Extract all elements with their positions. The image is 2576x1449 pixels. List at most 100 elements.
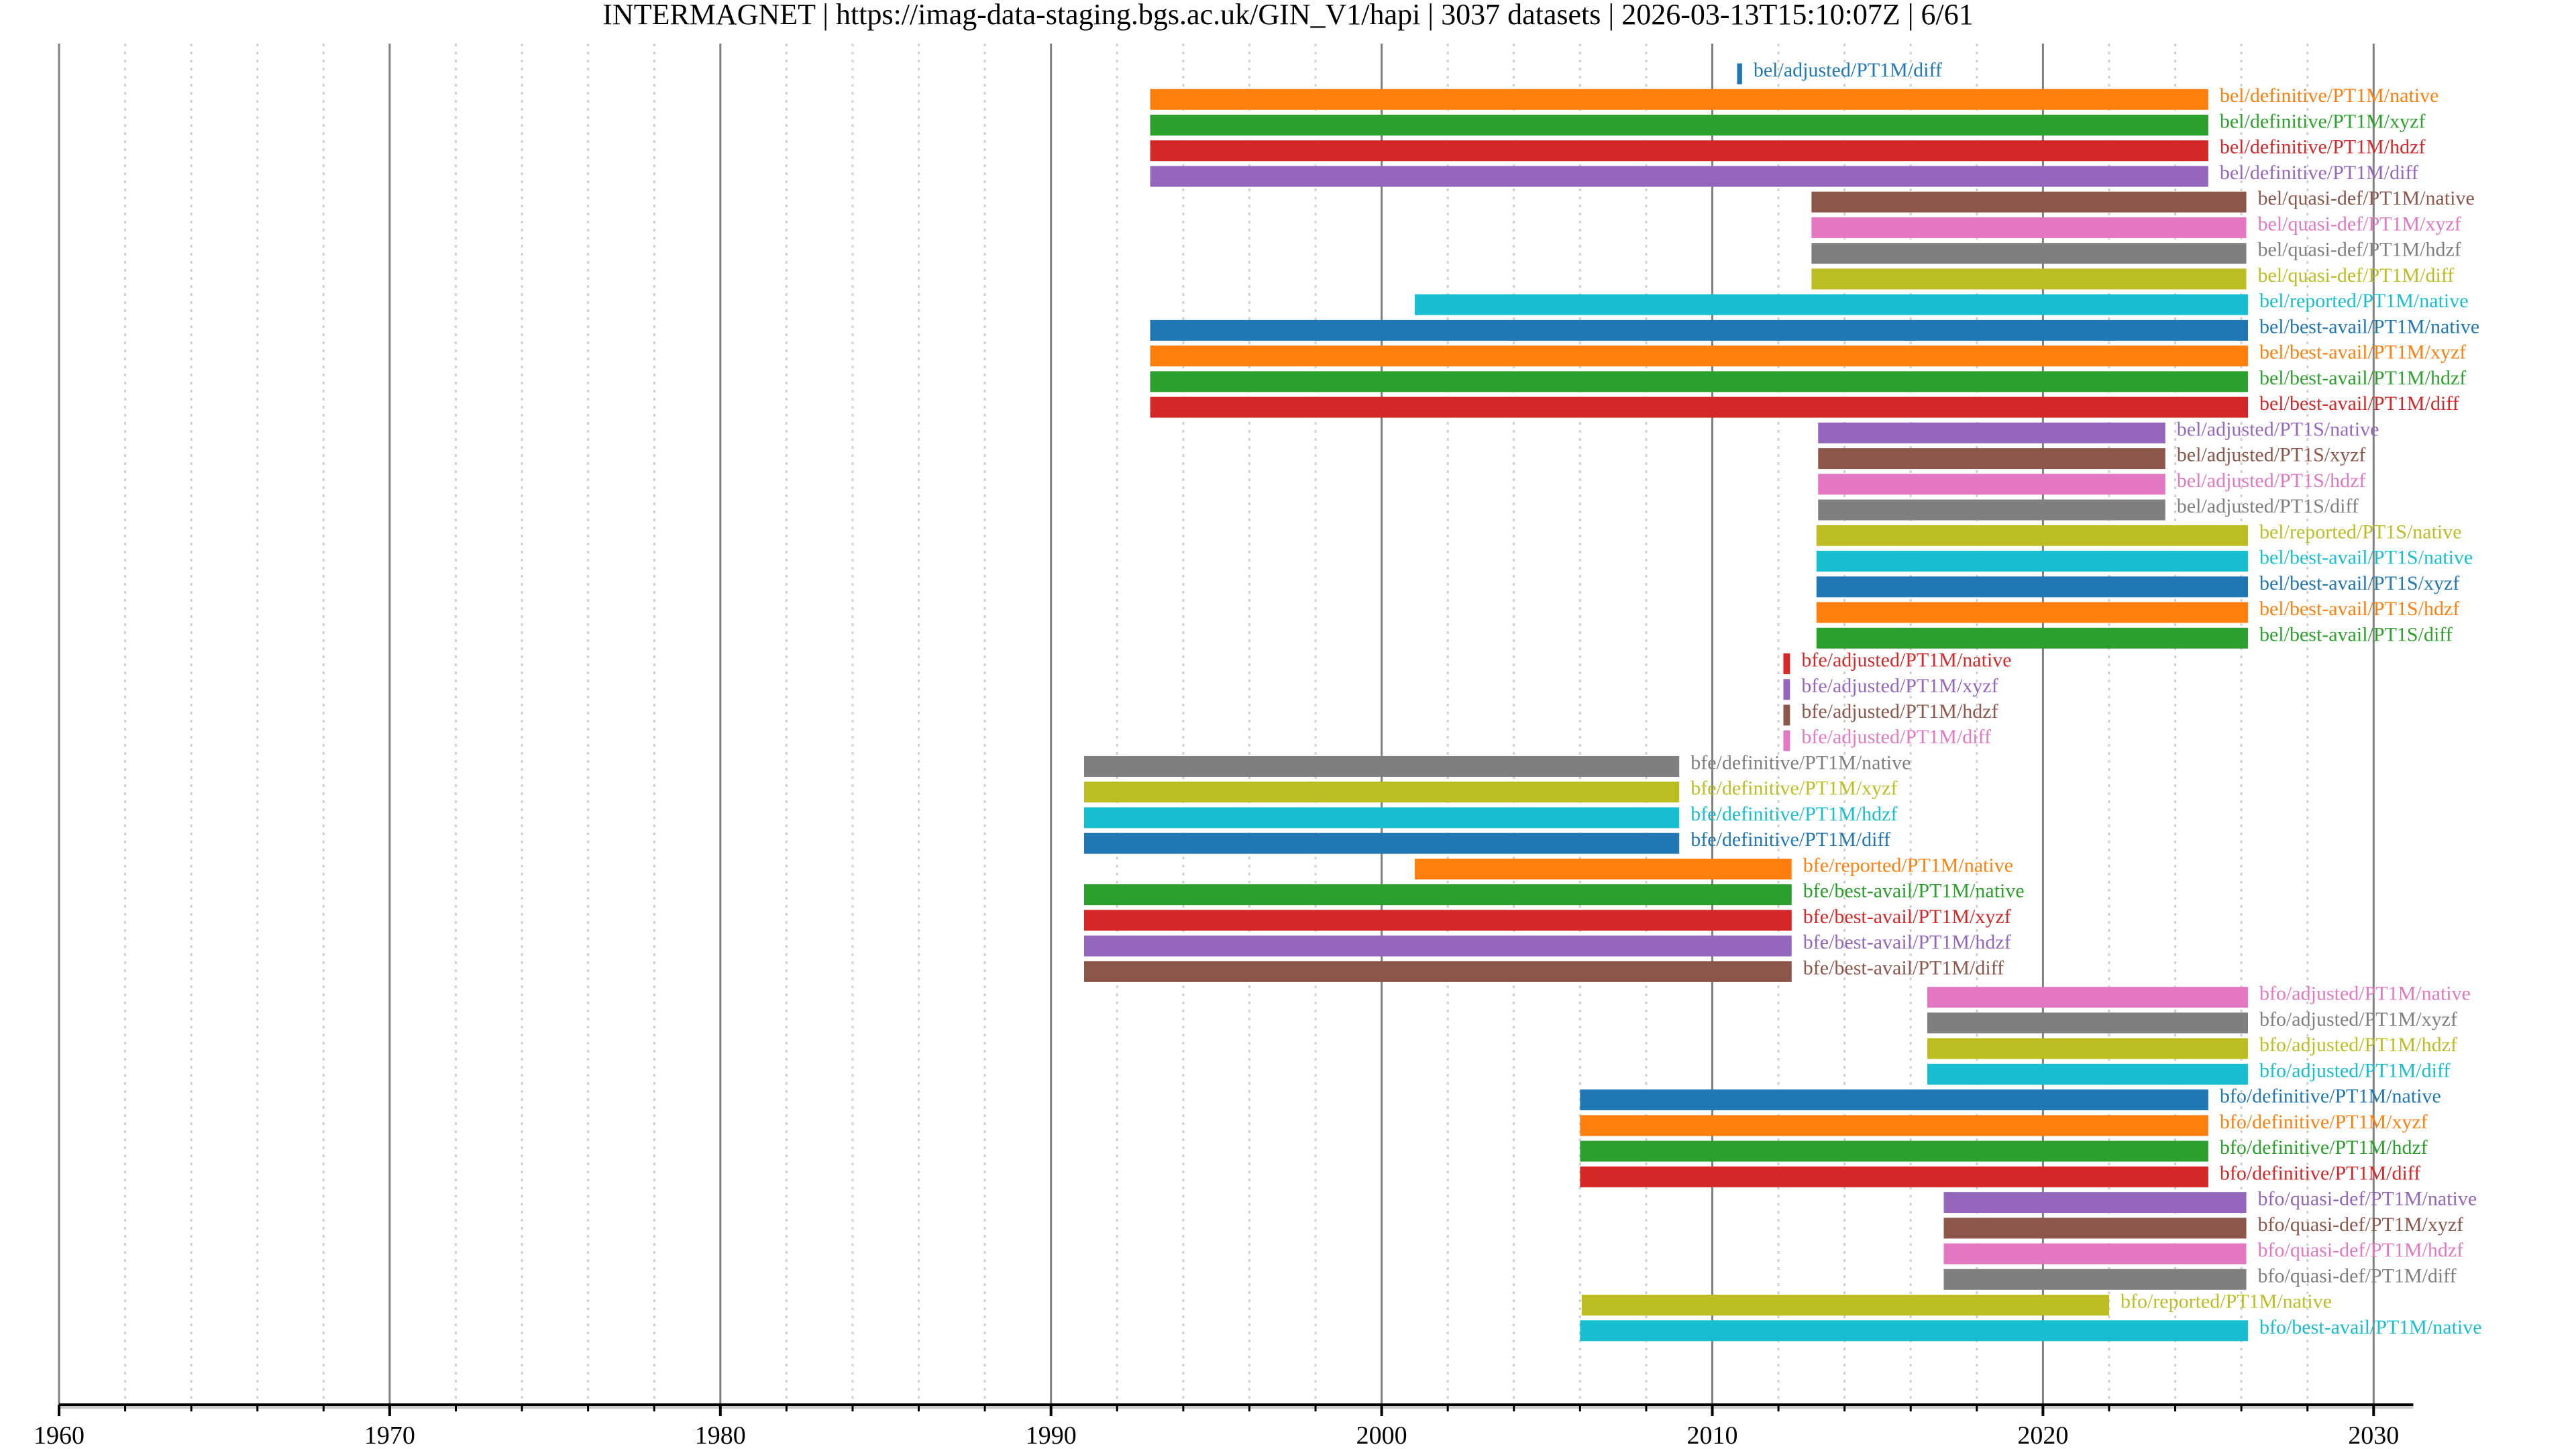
dataset-label: bfe/adjusted/PT1M/diff — [1801, 726, 1991, 748]
dataset-label: bel/reported/PT1S/native — [2259, 521, 2462, 543]
x-tick-label: 2010 — [1687, 1421, 1738, 1449]
dataset-label: bel/quasi-def/PT1M/hdzf — [2258, 239, 2461, 261]
dataset-label: bfe/adjusted/PT1M/hdzf — [1801, 700, 1998, 722]
dataset-bar[interactable] — [1943, 1192, 2247, 1214]
dataset-bar[interactable] — [1818, 448, 2165, 470]
dataset-bar[interactable] — [1083, 884, 1792, 906]
dataset-bar[interactable] — [1083, 755, 1680, 777]
x-axis: 1960 1970 1980 1990 2000 2010 2020 2030 — [34, 1403, 2414, 1449]
dataset-bar[interactable] — [1083, 935, 1792, 957]
dataset-bar[interactable] — [1150, 166, 2208, 187]
dataset-label: bfe/best-avail/PT1M/hdzf — [1803, 931, 2011, 953]
dataset-label: bel/quasi-def/PT1M/xyzf — [2258, 213, 2461, 235]
dataset-label: bfe/definitive/PT1M/hdzf — [1690, 803, 1897, 825]
dataset-label: bel/quasi-def/PT1M/diff — [2258, 264, 2455, 286]
x-tick-label: 2000 — [1356, 1421, 1407, 1449]
dataset-label: bfo/quasi-def/PT1M/native — [2258, 1188, 2477, 1210]
dataset-bar[interactable] — [1811, 243, 2247, 264]
dataset-bar[interactable] — [1818, 499, 2165, 521]
dataset-label: bfe/best-avail/PT1M/native — [1803, 880, 2025, 902]
dataset-label: bel/adjusted/PT1S/native — [2177, 418, 2379, 440]
dataset-label: bel/best-avail/PT1S/hdzf — [2259, 598, 2459, 620]
dataset-label: bfo/definitive/PT1M/native — [2220, 1085, 2441, 1108]
dataset-bar[interactable] — [1414, 294, 2248, 315]
dataset-bar[interactable] — [1150, 140, 2208, 162]
dataset-bar[interactable] — [1811, 268, 2247, 290]
dataset-bar[interactable] — [1818, 422, 2165, 443]
x-tick-label: 1990 — [1026, 1421, 1077, 1449]
dataset-label: bfo/definitive/PT1M/diff — [2220, 1162, 2420, 1184]
dataset-bar[interactable] — [1783, 653, 1790, 675]
dataset-bar[interactable] — [1816, 576, 2248, 598]
dataset-bar[interactable] — [1943, 1218, 2247, 1239]
dataset-bar[interactable] — [1816, 602, 2248, 623]
dataset-label: bfe/definitive/PT1M/xyzf — [1690, 777, 1897, 800]
dataset-label: bel/definitive/PT1M/hdzf — [2220, 136, 2426, 158]
dataset-label: bel/adjusted/PT1S/diff — [2177, 495, 2359, 517]
dataset-bar[interactable] — [1580, 1089, 2208, 1111]
dataset-label: bfe/best-avail/PT1M/diff — [1803, 957, 2004, 979]
dataset-label: bel/reported/PT1M/native — [2259, 290, 2469, 312]
dataset-bar[interactable] — [1083, 782, 1680, 803]
dataset-label: bel/definitive/PT1M/native — [2220, 85, 2439, 107]
dataset-label: bel/definitive/PT1M/xyzf — [2220, 110, 2426, 132]
dataset-label: bfo/quasi-def/PT1M/hdzf — [2258, 1239, 2464, 1261]
dataset-bar[interactable] — [1414, 858, 1792, 879]
x-tick-label: 1970 — [364, 1421, 415, 1449]
dataset-label: bfo/definitive/PT1M/xyzf — [2220, 1111, 2428, 1133]
dataset-bar[interactable] — [1083, 961, 1792, 982]
dataset-bar[interactable] — [1927, 1012, 2248, 1034]
dataset-bar[interactable] — [1943, 1269, 2247, 1290]
dataset-label: bfo/definitive/PT1M/hdzf — [2220, 1136, 2428, 1159]
dataset-bar[interactable] — [1927, 1038, 2248, 1059]
dataset-label: bel/adjusted/PT1S/xyzf — [2177, 444, 2366, 466]
dataset-label: bfo/quasi-def/PT1M/diff — [2258, 1265, 2457, 1287]
dataset-bar[interactable] — [1816, 627, 2248, 649]
dataset-label: bfo/reported/PT1M/native — [2121, 1291, 2332, 1313]
dataset-bar[interactable] — [1783, 679, 1790, 700]
dataset-label: bfo/quasi-def/PT1M/xyzf — [2258, 1214, 2464, 1236]
dataset-label: bfo/best-avail/PT1M/native — [2259, 1316, 2482, 1338]
dataset-bar[interactable] — [1083, 833, 1680, 854]
dataset-bar[interactable] — [1580, 1115, 2208, 1136]
dataset-bar[interactable] — [1927, 987, 2248, 1008]
dataset-bar[interactable] — [1783, 730, 1790, 751]
dataset-bar[interactable] — [1943, 1243, 2247, 1265]
x-tick-label: 1960 — [34, 1421, 85, 1449]
dataset-bar[interactable] — [1816, 525, 2248, 546]
dataset-label: bfe/adjusted/PT1M/native — [1801, 649, 2011, 672]
dataset-bar[interactable] — [1737, 63, 1742, 85]
dataset-bar[interactable] — [1811, 217, 2247, 238]
bars: bel/adjusted/PT1M/diff bel/definitive/PT1… — [1083, 59, 2482, 1342]
dataset-label: bfo/adjusted/PT1M/hdzf — [2259, 1034, 2457, 1056]
dataset-bar[interactable] — [1818, 474, 2165, 495]
x-tick-label: 1980 — [695, 1421, 746, 1449]
dataset-bar[interactable] — [1580, 1320, 2248, 1342]
dataset-bar[interactable] — [1150, 345, 2248, 367]
dataset-bar[interactable] — [1783, 704, 1790, 726]
dataset-label: bfe/definitive/PT1M/native — [1690, 751, 1911, 773]
x-tick-label: 2020 — [2017, 1421, 2068, 1449]
dataset-bar[interactable] — [1150, 319, 2248, 341]
dataset-bar[interactable] — [1580, 1140, 2208, 1162]
dataset-bar[interactable] — [1580, 1166, 2208, 1187]
dataset-label: bel/best-avail/PT1M/hdzf — [2259, 367, 2466, 389]
dataset-label: bel/quasi-def/PT1M/native — [2258, 187, 2475, 209]
dataset-bar[interactable] — [1083, 910, 1792, 931]
dataset-label: bfo/adjusted/PT1M/xyzf — [2259, 1008, 2457, 1030]
dataset-bar[interactable] — [1150, 371, 2248, 392]
dataset-bar[interactable] — [1150, 114, 2208, 136]
dataset-label: bfe/adjusted/PT1M/xyzf — [1801, 675, 1998, 697]
dataset-bar[interactable] — [1150, 396, 2248, 418]
dataset-bar[interactable] — [1150, 89, 2208, 110]
dataset-bar[interactable] — [1927, 1063, 2248, 1085]
dataset-label: bel/best-avail/PT1S/diff — [2259, 623, 2453, 645]
dataset-label: bfe/reported/PT1M/native — [1803, 854, 2013, 876]
dataset-bar[interactable] — [1581, 1295, 2109, 1316]
dataset-label: bel/adjusted/PT1S/hdzf — [2177, 470, 2366, 492]
dataset-bar[interactable] — [1816, 551, 2248, 572]
dataset-bar[interactable] — [1083, 807, 1680, 828]
dataset-bar[interactable] — [1811, 191, 2247, 213]
chart-title: INTERMAGNET | https://imag-data-staging.… — [602, 0, 1974, 31]
